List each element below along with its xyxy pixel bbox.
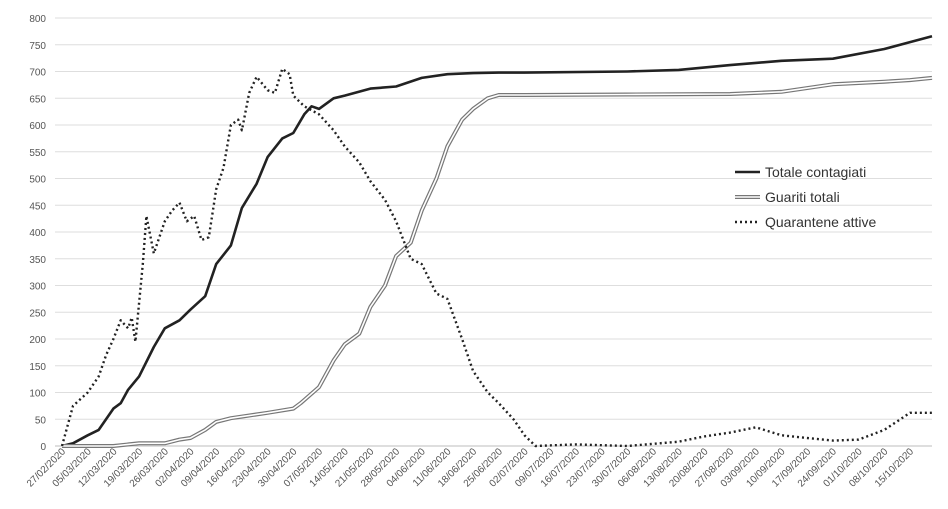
- x-axis: 27/02/202005/03/202012/03/202019/03/2020…: [25, 446, 916, 489]
- y-tick-label: 750: [29, 41, 46, 52]
- y-tick-label: 500: [29, 175, 46, 186]
- legend-totale-contagiati-label: Totale contagiati: [765, 164, 866, 180]
- gridlines: [55, 17, 932, 447]
- y-tick-label: 550: [29, 148, 46, 159]
- y-tick-label: 300: [29, 282, 46, 293]
- y-tick-label: 350: [29, 255, 46, 266]
- y-tick-label: 250: [29, 308, 46, 319]
- y-tick-label: 700: [29, 68, 46, 79]
- y-tick-label: 50: [35, 415, 47, 426]
- y-tick-label: 600: [29, 121, 46, 132]
- y-tick-label: 200: [29, 335, 46, 346]
- legend-guariti-totali-label: Guariti totali: [765, 189, 840, 205]
- y-axis: 0 50 100 150 200 250 300 350 400 450 500 550 600 650 7…: [29, 14, 46, 453]
- series-lines: [60, 34, 933, 448]
- series-line-guariti-totali-inner: [62, 77, 933, 447]
- y-tick-label: 650: [29, 94, 46, 105]
- legend-quarantene-attive-label: Quarantene attive: [765, 214, 877, 230]
- y-tick-label: 450: [29, 201, 46, 212]
- y-tick-label: 400: [29, 228, 46, 239]
- y-tick-label: 800: [29, 14, 46, 25]
- y-tick-label: 150: [29, 362, 46, 373]
- legend: Totale contagiati Guariti totali Quaranten…: [735, 164, 877, 230]
- y-tick-label: 0: [40, 442, 46, 453]
- series-line-totale-contagiati: [61, 34, 933, 448]
- series-line-guariti-totali: [62, 75, 933, 448]
- y-tick-label: 100: [29, 389, 46, 400]
- series-line-quarantene-attive: [60, 67, 932, 448]
